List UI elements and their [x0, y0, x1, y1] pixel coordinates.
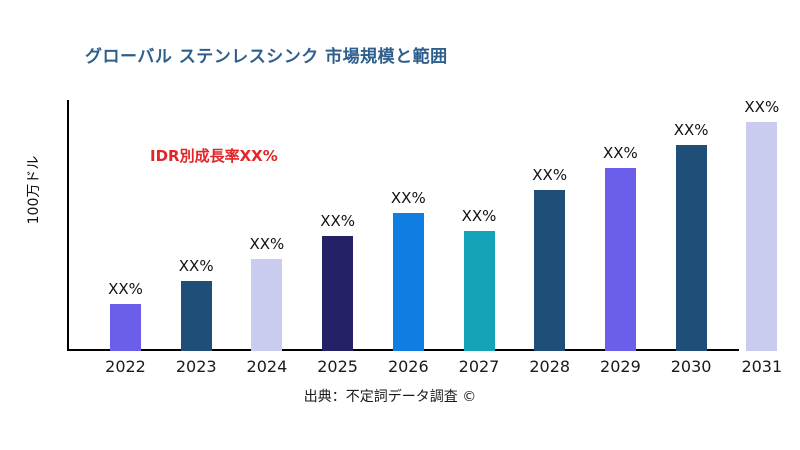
x-tick-2030: 2030	[670, 357, 712, 376]
x-tick-2022: 2022	[105, 357, 146, 376]
bar-2029	[604, 168, 636, 351]
bar-2028	[534, 190, 566, 351]
chart-title: グローバル ステンレスシンク 市場規模と範囲	[85, 47, 448, 67]
bar-2027	[463, 231, 495, 351]
bar-value-label-2029: XX%	[602, 144, 638, 162]
x-tick-2027: 2027	[458, 357, 500, 376]
bar-2025	[322, 236, 354, 351]
bar-value-label-2027: XX%	[461, 207, 497, 225]
x-tick-2026: 2026	[387, 357, 429, 376]
bar-value-label-2025: XX%	[320, 212, 355, 230]
y-axis	[67, 100, 69, 351]
x-tick-2025: 2025	[317, 357, 358, 376]
bar-2026	[392, 213, 424, 351]
x-tick-2028: 2028	[529, 357, 571, 376]
x-tick-2023: 2023	[175, 357, 217, 376]
source-note: 出典：不定詞データ調査 ©	[303, 389, 477, 405]
bar-2030	[675, 145, 707, 351]
x-tick-2029: 2029	[600, 357, 641, 376]
y-axis-label: 100万ドル	[26, 155, 42, 225]
bar-value-label-2023: XX%	[178, 257, 214, 275]
bar-value-label-2028: XX%	[532, 166, 568, 184]
bar-value-label-2026: XX%	[390, 189, 426, 207]
bar-2022	[110, 304, 141, 351]
bar-2024	[251, 259, 283, 351]
x-tick-2031: 2031	[741, 357, 783, 376]
bar-2023	[180, 281, 212, 351]
bar-value-label-2031: XX%	[744, 98, 780, 116]
growth-rate-annotation: IDR別成長率XX%	[150, 147, 278, 165]
bar-value-label-2030: XX%	[673, 121, 709, 139]
bar-value-label-2024: XX%	[249, 235, 285, 253]
x-tick-2024: 2024	[246, 357, 288, 376]
bar-value-label-2022: XX%	[108, 280, 143, 298]
bar-2031	[746, 122, 778, 351]
